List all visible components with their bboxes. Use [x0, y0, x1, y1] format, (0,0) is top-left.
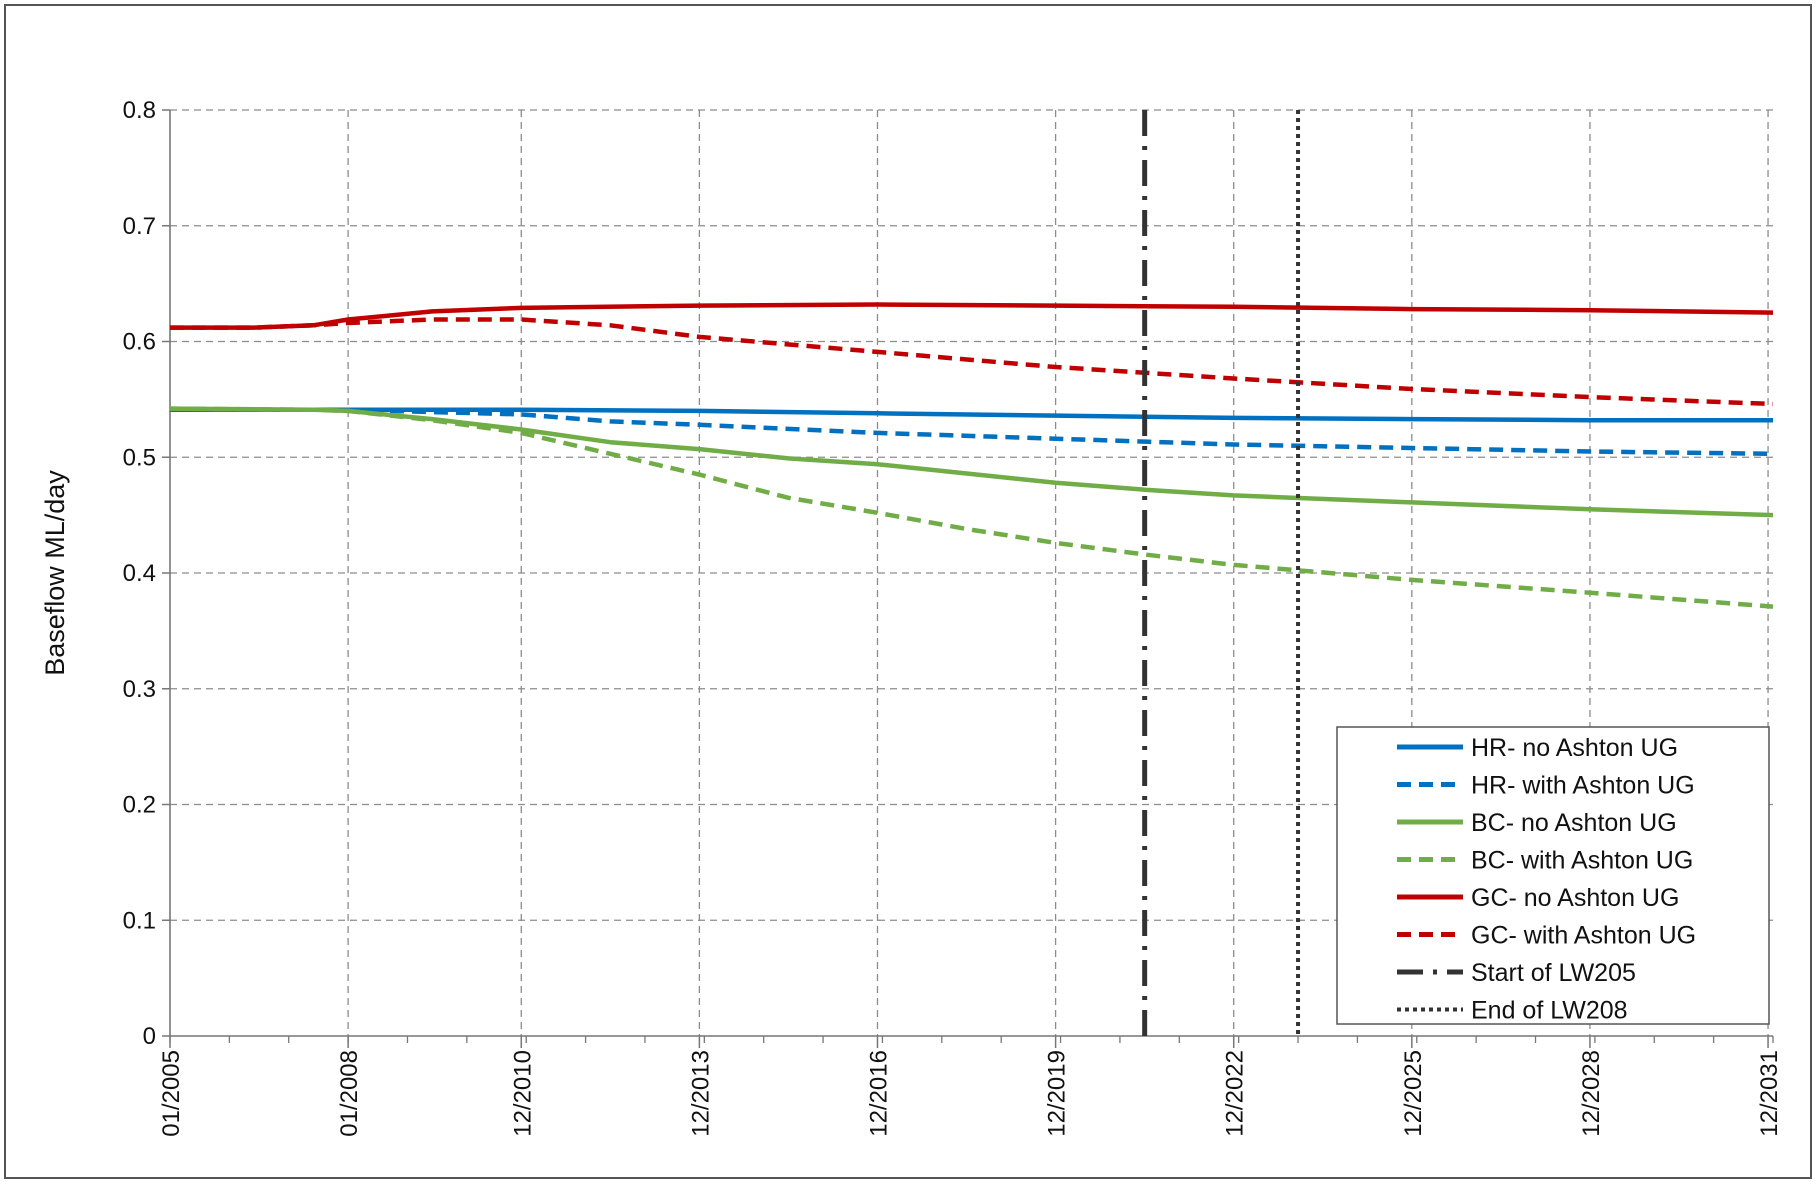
y-tick-label: 0.2 — [123, 792, 156, 819]
series-line-gc-with-ashton-ug — [170, 317, 1774, 407]
x-tick-label: 01/2008 — [336, 1050, 363, 1137]
y-axis-label: Baseflow ML/day — [40, 470, 70, 676]
legend-label: BC- with Ashton UG — [1471, 847, 1693, 875]
y-tick-label: 0.3 — [123, 676, 156, 703]
y-tick-label: 0.7 — [123, 213, 156, 240]
series-line-bc-with-ashton-ug — [169, 406, 1774, 609]
y-tick-label: 0 — [143, 1023, 156, 1050]
series-line-gc-no-ashton-ug — [170, 302, 1774, 330]
legend-label: GC- no Ashton UG — [1471, 884, 1679, 912]
x-tick-label: 12/2016 — [865, 1050, 892, 1137]
legend-label: End of LW208 — [1471, 997, 1628, 1025]
x-tick-label: 12/2028 — [1578, 1050, 1605, 1137]
y-tick-label: 0.5 — [123, 444, 156, 471]
x-tick-label: 12/2025 — [1400, 1050, 1427, 1137]
x-tick-label: 12/2010 — [509, 1050, 536, 1137]
y-tick-label: 0.8 — [123, 97, 156, 124]
legend-label: Start of LW205 — [1471, 959, 1636, 987]
x-tick-label: 01/2005 — [158, 1050, 185, 1137]
x-tick-label: 12/2031 — [1756, 1050, 1783, 1137]
series-line-hr-no-ashton-ug — [170, 407, 1773, 423]
legend-label: BC- no Ashton UG — [1471, 809, 1677, 837]
series-layer — [169, 110, 1774, 1036]
series-line-bc-no-ashton-ug — [169, 406, 1774, 518]
y-tick-label: 0.6 — [123, 329, 156, 356]
x-tick-label: 12/2022 — [1222, 1050, 1249, 1137]
legend-label: GC- with Ashton UG — [1471, 922, 1696, 950]
y-tick-label: 0.1 — [123, 907, 156, 934]
series-line-hr-with-ashton-ug — [170, 407, 1774, 457]
legend-label: HR- no Ashton UG — [1471, 734, 1678, 762]
axis-layer: 0 0.1 0.2 0.3 0.4 0.5 0.6 0.7 0.8 01/2005 01/2008 1… — [40, 97, 1783, 1137]
x-tick-label: 12/2013 — [687, 1050, 714, 1137]
y-tick-label: 0.4 — [123, 560, 156, 587]
legend: HR- no Ashton UG HR- with Ashton UG BC- no… — [1336, 726, 1770, 1025]
x-tick-label: 12/2019 — [1044, 1050, 1071, 1137]
legend-label: HR- with Ashton UG — [1471, 772, 1695, 800]
